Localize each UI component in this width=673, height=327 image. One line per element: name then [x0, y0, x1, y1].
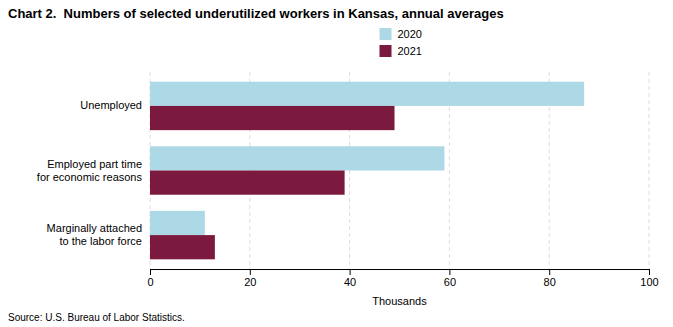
- tick-label: 40: [344, 276, 356, 288]
- bar: [150, 146, 444, 170]
- series: [150, 106, 395, 259]
- title: Chart 2. Numbers of selected underutiliz…: [8, 6, 504, 21]
- tick-mark: [649, 269, 650, 275]
- tick: Employed part timefor economic reasons: [37, 158, 143, 183]
- tick: Marginally attachedto the labor force: [47, 222, 142, 247]
- axis-line: [151, 270, 650, 276]
- tick: 40: [344, 269, 356, 288]
- tick: 60: [444, 269, 456, 288]
- tick: Unemployed: [80, 99, 142, 111]
- tick-label: Marginally attachedto the labor force: [47, 222, 142, 247]
- x-axis-title: Thousands: [372, 295, 427, 307]
- tick-label: 20: [244, 276, 256, 288]
- legend: 2020 2021: [380, 28, 422, 57]
- series: [150, 82, 584, 235]
- legend-label: 2021: [398, 45, 422, 57]
- bar: [150, 211, 205, 235]
- tick-mark: [150, 269, 151, 275]
- legend-label: 2020: [398, 28, 422, 40]
- x-axis: 0 20 40 60 80 100: [147, 269, 658, 288]
- tick-label: Unemployed: [80, 99, 142, 111]
- tick-label: 80: [544, 276, 556, 288]
- bar: [150, 235, 215, 259]
- tick-label: 60: [444, 276, 456, 288]
- tick: 0: [147, 269, 153, 288]
- bars: [150, 82, 584, 260]
- grid-line: [649, 72, 650, 269]
- bar: [150, 171, 345, 195]
- tick-mark: [250, 269, 251, 275]
- tick-label: Employed part timefor economic reasons: [37, 158, 143, 183]
- tick: 80: [544, 269, 556, 288]
- y-axis: Unemployed Employed part timefor economic…: [37, 99, 143, 247]
- legend-item: 2020: [380, 28, 422, 40]
- bar: [150, 82, 584, 106]
- plot: 0 20 40 60 80 100 Unemployed Employed part time…: [37, 72, 659, 288]
- tick: 20: [244, 269, 256, 288]
- chart: Chart 2. Numbers of selected underutiliz…: [0, 0, 673, 327]
- bar: [150, 106, 395, 130]
- tick-mark: [449, 269, 450, 275]
- legend-swatch: [380, 28, 392, 40]
- tick-label: 100: [640, 276, 658, 288]
- tick-mark: [549, 269, 550, 275]
- grid: [150, 72, 649, 269]
- source: Source: U.S. Bureau of Labor Statistics.: [8, 312, 185, 323]
- tick-label: 0: [147, 276, 153, 288]
- tick: 100: [640, 269, 658, 288]
- tick-mark: [350, 269, 351, 275]
- legend-swatch: [380, 45, 392, 57]
- legend-item: 2021: [380, 45, 422, 57]
